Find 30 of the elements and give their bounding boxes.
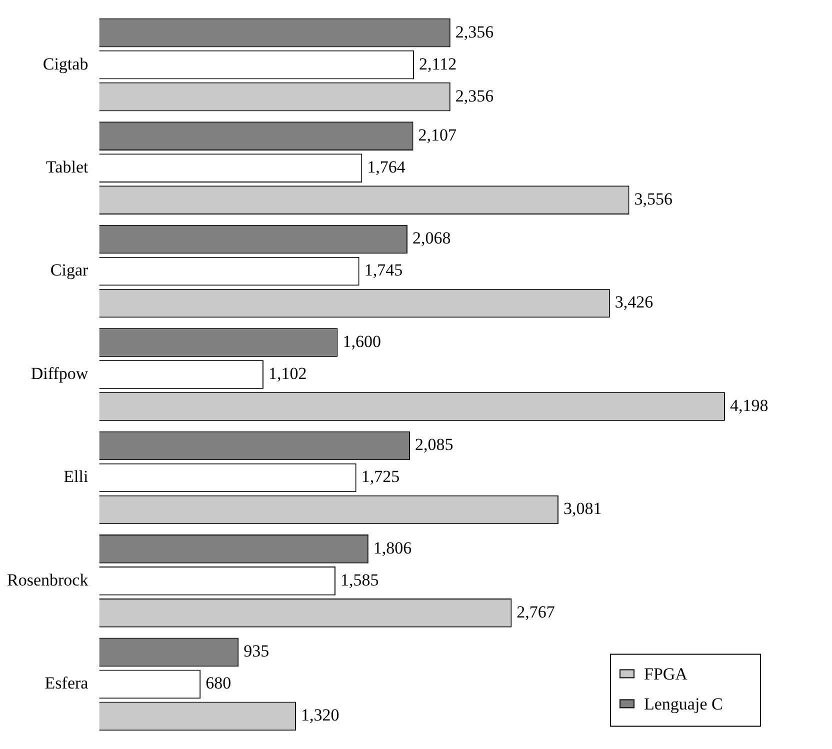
data-label: 2,767 <box>516 602 556 622</box>
data-label: 1,745 <box>364 260 403 280</box>
data-label: 3,426 <box>614 292 654 312</box>
data-label: 935 <box>244 642 270 661</box>
data-label: 680 <box>206 674 232 693</box>
y-tick-label: Tablet <box>46 158 88 177</box>
y-tick-label: Cigar <box>50 260 89 280</box>
y-tick-label: Rosenbrock <box>6 570 89 590</box>
data-label: 1,585 <box>340 570 379 590</box>
data-label: 2,068 <box>412 228 451 248</box>
data-label: 1,320 <box>300 706 340 725</box>
data-label: 1,102 <box>268 364 307 383</box>
data-label: 2,356 <box>455 22 494 42</box>
data-label: 1,806 <box>373 538 412 558</box>
data-label: 4,198 <box>730 396 768 415</box>
legend-label: Lenguaje C <box>644 694 723 714</box>
data-label: 1,600 <box>342 332 381 351</box>
y-tick-label: Elli <box>64 467 88 486</box>
y-tick-label: Esfera <box>44 674 89 693</box>
data-label: 2,112 <box>419 54 457 74</box>
data-label: 3,556 <box>634 190 673 209</box>
data-label: 2,085 <box>415 435 454 454</box>
data-label: 2,107 <box>418 126 458 145</box>
data-label: 3,081 <box>563 499 602 518</box>
data-label: 1,764 <box>367 158 406 177</box>
data-label: 2,356 <box>455 86 494 106</box>
data-label: 1,725 <box>361 467 400 486</box>
y-tick-label: Cigtab <box>42 54 88 74</box>
legend-label: FPGA <box>644 664 688 684</box>
y-tick-label: Diffpow <box>30 364 89 383</box>
